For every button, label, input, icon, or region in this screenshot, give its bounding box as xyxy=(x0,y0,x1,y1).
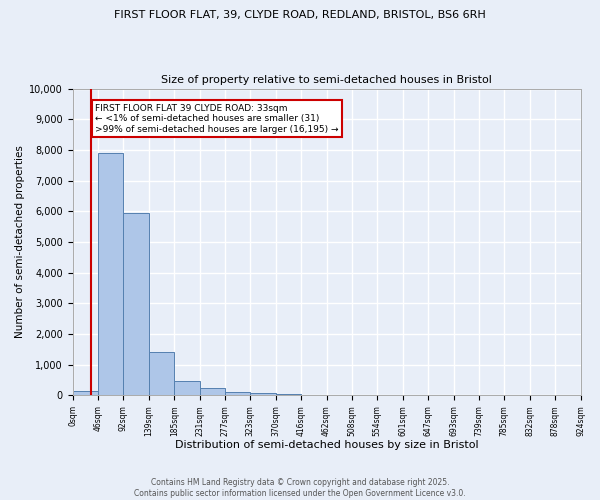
Bar xyxy=(124,213,149,395)
Bar xyxy=(73,391,98,395)
Bar xyxy=(98,153,124,395)
Bar xyxy=(225,392,250,395)
Bar xyxy=(174,381,200,395)
Text: Contains HM Land Registry data © Crown copyright and database right 2025.
Contai: Contains HM Land Registry data © Crown c… xyxy=(134,478,466,498)
Bar xyxy=(200,388,225,395)
Text: FIRST FLOOR FLAT 39 CLYDE ROAD: 33sqm
← <1% of semi-detached houses are smaller : FIRST FLOOR FLAT 39 CLYDE ROAD: 33sqm ← … xyxy=(95,104,339,134)
Title: Size of property relative to semi-detached houses in Bristol: Size of property relative to semi-detach… xyxy=(161,75,492,85)
Bar xyxy=(276,394,301,395)
X-axis label: Distribution of semi-detached houses by size in Bristol: Distribution of semi-detached houses by … xyxy=(175,440,478,450)
Text: FIRST FLOOR FLAT, 39, CLYDE ROAD, REDLAND, BRISTOL, BS6 6RH: FIRST FLOOR FLAT, 39, CLYDE ROAD, REDLAN… xyxy=(114,10,486,20)
Y-axis label: Number of semi-detached properties: Number of semi-detached properties xyxy=(15,146,25,338)
Bar xyxy=(149,352,174,395)
Bar xyxy=(250,394,276,395)
